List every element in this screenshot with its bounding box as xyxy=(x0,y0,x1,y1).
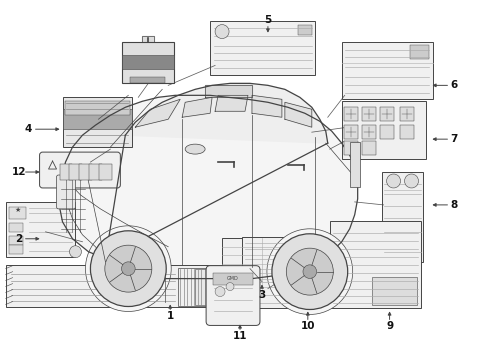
Circle shape xyxy=(69,246,81,258)
Text: 11: 11 xyxy=(232,331,247,341)
Bar xyxy=(62,109,132,129)
Text: GMD: GMD xyxy=(227,276,239,281)
Circle shape xyxy=(85,226,171,311)
Polygon shape xyxy=(125,84,327,143)
Polygon shape xyxy=(252,95,281,117)
Bar xyxy=(408,45,428,60)
Circle shape xyxy=(226,283,234,291)
Polygon shape xyxy=(142,36,154,44)
Bar xyxy=(242,237,323,308)
Bar xyxy=(297,25,311,35)
Bar xyxy=(89,164,102,180)
Bar xyxy=(210,21,314,75)
Polygon shape xyxy=(284,102,311,127)
Bar xyxy=(222,282,326,292)
Bar xyxy=(6,202,76,257)
Circle shape xyxy=(404,174,418,188)
Text: 3: 3 xyxy=(258,290,265,300)
Text: 12: 12 xyxy=(11,167,26,177)
Circle shape xyxy=(121,262,135,276)
FancyBboxPatch shape xyxy=(57,175,76,209)
Bar xyxy=(329,221,421,308)
Circle shape xyxy=(214,287,225,297)
Circle shape xyxy=(90,231,166,307)
Text: 7: 7 xyxy=(450,134,457,144)
Bar xyxy=(9,223,23,232)
Text: 1: 1 xyxy=(166,311,173,321)
Text: 10: 10 xyxy=(300,321,315,331)
Polygon shape xyxy=(214,95,247,111)
Bar xyxy=(9,245,23,254)
Text: 2: 2 xyxy=(15,234,22,244)
Bar xyxy=(343,125,357,139)
Bar xyxy=(361,141,375,155)
Circle shape xyxy=(386,174,400,188)
Bar xyxy=(349,142,359,187)
Bar xyxy=(9,236,23,245)
Bar xyxy=(343,107,357,121)
Text: 4: 4 xyxy=(25,124,32,134)
Bar xyxy=(399,125,413,139)
Bar xyxy=(130,77,165,84)
Bar xyxy=(64,101,130,115)
Bar xyxy=(62,97,132,147)
Text: 5: 5 xyxy=(264,15,271,25)
Text: 6: 6 xyxy=(450,80,457,90)
Polygon shape xyxy=(135,99,180,127)
Bar xyxy=(361,125,375,139)
Bar xyxy=(69,164,82,180)
Circle shape xyxy=(302,265,316,278)
Circle shape xyxy=(286,248,333,295)
Text: ★: ★ xyxy=(15,207,21,213)
Bar xyxy=(60,164,72,180)
Bar xyxy=(379,107,393,121)
Bar xyxy=(341,41,433,99)
Circle shape xyxy=(105,245,151,292)
Text: 8: 8 xyxy=(450,200,457,210)
Polygon shape xyxy=(205,85,252,97)
Bar xyxy=(195,269,235,305)
Bar xyxy=(361,107,375,121)
Bar xyxy=(122,55,174,69)
Polygon shape xyxy=(182,97,212,117)
Circle shape xyxy=(272,234,347,310)
Bar xyxy=(178,268,236,306)
Bar xyxy=(343,141,357,155)
Bar xyxy=(341,101,425,159)
Bar xyxy=(212,273,253,285)
Ellipse shape xyxy=(185,144,205,154)
FancyBboxPatch shape xyxy=(206,266,259,326)
FancyBboxPatch shape xyxy=(40,152,120,188)
Bar xyxy=(399,107,413,121)
Bar xyxy=(381,172,423,262)
Circle shape xyxy=(266,229,352,315)
Bar xyxy=(379,125,393,139)
Bar xyxy=(222,238,326,292)
Bar xyxy=(371,277,417,305)
Bar xyxy=(79,164,92,180)
Text: 9: 9 xyxy=(385,321,393,331)
Polygon shape xyxy=(59,95,357,278)
Bar xyxy=(9,207,26,219)
Bar xyxy=(99,164,112,180)
Bar xyxy=(122,41,174,84)
Bar xyxy=(6,265,240,307)
Circle shape xyxy=(214,25,228,39)
